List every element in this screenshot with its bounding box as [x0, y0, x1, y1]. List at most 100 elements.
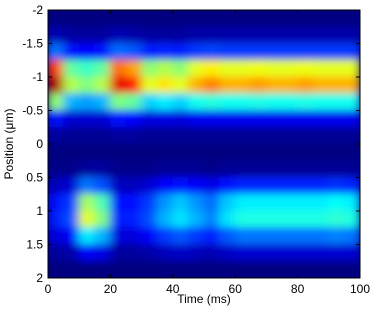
- heat-cell: [63, 110, 80, 128]
- heat-cell: [156, 110, 174, 128]
- heat-cell: [203, 126, 221, 145]
- heat-cell: [203, 244, 221, 262]
- heat-cell: [297, 110, 314, 128]
- heat-cell: [48, 59, 65, 78]
- heat-cell: [281, 59, 299, 78]
- heat-cell: [297, 227, 314, 245]
- heat-cell: [234, 93, 252, 111]
- heat-cell: [187, 260, 205, 278]
- heatmap: [48, 10, 360, 278]
- heat-cell: [343, 126, 360, 145]
- heat-cell: [141, 10, 158, 28]
- heat-cell: [187, 26, 205, 44]
- heat-cell: [203, 177, 221, 195]
- heat-cell: [78, 143, 96, 162]
- heat-cell: [94, 193, 111, 212]
- heat-cell: [219, 193, 236, 212]
- heat-cell: [297, 193, 314, 212]
- heat-cell: [125, 260, 143, 278]
- heat-cell: [125, 177, 143, 195]
- heat-cell: [234, 126, 252, 145]
- x-tick-label: 40: [166, 282, 180, 296]
- heat-cell: [141, 193, 158, 212]
- heat-cell: [156, 126, 174, 145]
- heat-cell: [265, 43, 283, 61]
- heat-cell: [265, 126, 283, 145]
- heat-cell: [172, 26, 189, 44]
- heat-cell: [63, 10, 80, 28]
- heat-cell: [265, 76, 283, 95]
- heat-cell: [219, 43, 236, 61]
- heat-cell: [281, 110, 299, 128]
- heat-cell: [312, 110, 330, 128]
- heat-cell: [172, 76, 189, 95]
- heat-cell: [125, 193, 143, 212]
- y-tick-label: -2: [32, 3, 43, 17]
- heat-cell: [187, 93, 205, 111]
- heat-cell: [234, 260, 252, 278]
- heat-cell: [172, 10, 189, 28]
- heat-cell: [219, 110, 236, 128]
- heat-cell: [78, 43, 96, 61]
- heat-cell: [203, 76, 221, 95]
- heat-cell: [63, 126, 80, 145]
- heat-cell: [172, 93, 189, 111]
- y-tick-label: 1: [36, 204, 43, 218]
- heat-cell: [63, 244, 80, 262]
- heat-cell: [141, 227, 158, 245]
- heat-cell: [250, 93, 267, 111]
- heat-cell: [187, 143, 205, 162]
- heat-cell: [125, 93, 143, 111]
- heat-cell: [187, 10, 205, 28]
- heat-cell: [250, 76, 267, 95]
- heat-cell: [312, 143, 330, 162]
- heat-cell: [281, 143, 299, 162]
- heat-cell: [250, 43, 267, 61]
- heat-cell: [203, 93, 221, 111]
- heat-cell: [94, 10, 111, 28]
- heat-cell: [48, 244, 65, 262]
- heat-cell: [48, 210, 65, 229]
- heat-cell: [63, 160, 80, 178]
- heat-cell: [125, 227, 143, 245]
- heat-cell: [250, 260, 267, 278]
- heat-cell: [94, 59, 111, 78]
- x-tick-label: 100: [350, 282, 370, 296]
- heat-cell: [141, 26, 158, 44]
- heat-cell: [109, 177, 127, 195]
- heat-cell: [328, 177, 345, 195]
- heat-cell: [156, 260, 174, 278]
- heat-cell: [48, 126, 65, 145]
- heat-cell: [219, 210, 236, 229]
- heat-cell: [94, 93, 111, 111]
- heat-cell: [343, 160, 360, 178]
- heat-cell: [109, 76, 127, 95]
- heat-cell: [187, 160, 205, 178]
- heat-cell: [187, 227, 205, 245]
- heat-cell: [250, 244, 267, 262]
- heat-cell: [343, 110, 360, 128]
- heat-cell: [328, 260, 345, 278]
- heat-cell: [63, 193, 80, 212]
- heat-cell: [63, 143, 80, 162]
- heat-cell: [125, 76, 143, 95]
- heat-cell: [312, 193, 330, 212]
- heat-cell: [141, 59, 158, 78]
- heat-cell: [203, 110, 221, 128]
- heat-cell: [94, 43, 111, 61]
- heat-cell: [48, 43, 65, 61]
- heat-cell: [109, 126, 127, 145]
- heat-cell: [312, 10, 330, 28]
- heat-cell: [78, 260, 96, 278]
- heat-cell: [109, 26, 127, 44]
- heat-cell: [328, 160, 345, 178]
- heat-cell: [281, 10, 299, 28]
- heat-cell: [343, 193, 360, 212]
- heat-cell: [94, 177, 111, 195]
- heat-cell: [172, 126, 189, 145]
- heat-cell: [125, 110, 143, 128]
- heat-cell: [94, 76, 111, 95]
- heat-cell: [250, 143, 267, 162]
- heat-cell: [265, 160, 283, 178]
- heat-cell: [265, 93, 283, 111]
